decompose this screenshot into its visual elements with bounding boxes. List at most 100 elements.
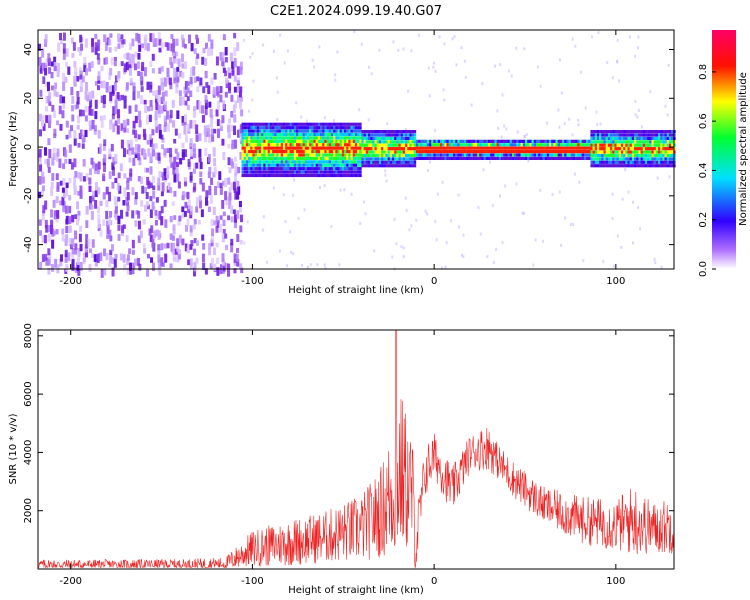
scatter-cell xyxy=(265,260,268,264)
signal-cell xyxy=(479,143,482,147)
noise-cell xyxy=(102,162,106,173)
signal-cell xyxy=(394,147,397,151)
signal-cell xyxy=(300,126,303,130)
noise-cell xyxy=(41,171,45,177)
signal-cell xyxy=(631,133,635,137)
noise-cell xyxy=(193,168,197,174)
noise-cell xyxy=(180,34,184,41)
signal-cell xyxy=(241,167,244,171)
noise-cell xyxy=(219,186,223,195)
signal-cell xyxy=(265,156,268,161)
signal-cell xyxy=(367,143,371,147)
signal-cell xyxy=(542,149,545,154)
signal-cell xyxy=(328,163,332,167)
signal-cell xyxy=(596,133,600,137)
noise-cell xyxy=(189,76,193,85)
signal-cell xyxy=(642,153,646,158)
signal-cell xyxy=(599,140,602,144)
colorbar-tick-label: 0.4 xyxy=(698,162,709,178)
signal-cell xyxy=(579,146,582,150)
noise-cell xyxy=(129,268,133,275)
signal-cell xyxy=(263,167,266,171)
noise-cell xyxy=(126,177,130,183)
signal-cell xyxy=(455,156,458,161)
noise-cell xyxy=(181,96,185,106)
signal-cell xyxy=(357,170,360,174)
signal-cell xyxy=(627,143,630,147)
signal-cell xyxy=(241,149,244,154)
noise-cell xyxy=(166,123,170,132)
signal-cell xyxy=(317,132,321,137)
signal-cell xyxy=(317,143,321,147)
signal-cell xyxy=(324,126,327,130)
signal-cell xyxy=(344,160,347,164)
signal-cell xyxy=(629,133,633,137)
signal-cell xyxy=(640,136,643,141)
signal-cell xyxy=(317,122,321,126)
scatter-cell xyxy=(612,264,615,268)
signal-cell xyxy=(280,173,284,178)
signal-cell xyxy=(361,129,364,134)
signal-cell xyxy=(466,149,469,154)
noise-cell xyxy=(160,257,164,267)
signal-cell xyxy=(363,143,367,147)
signal-cell xyxy=(400,150,404,154)
scatter-cell xyxy=(445,241,448,245)
signal-cell xyxy=(559,156,563,161)
noise-cell xyxy=(77,142,81,148)
signal-cell xyxy=(352,132,356,137)
noise-cell xyxy=(126,149,130,155)
noise-cell xyxy=(106,224,110,235)
noise-cell xyxy=(134,258,138,266)
noise-cell xyxy=(50,85,54,91)
noise-cell xyxy=(169,233,173,240)
noise-cell xyxy=(90,211,94,220)
noise-cell xyxy=(54,258,58,268)
noise-cell xyxy=(100,268,104,278)
signal-cell xyxy=(477,146,480,150)
noise-cell xyxy=(198,195,202,202)
scatter-cell xyxy=(353,30,356,34)
y-tick-label: 6000 xyxy=(23,381,34,406)
signal-cell xyxy=(627,147,630,151)
signal-cell xyxy=(636,140,639,144)
signal-cell xyxy=(559,149,563,154)
signal-cell xyxy=(317,139,321,143)
noise-cell xyxy=(128,42,132,51)
signal-cell xyxy=(289,136,292,140)
signal-cell xyxy=(662,153,665,158)
signal-cell xyxy=(296,163,299,167)
noise-cell xyxy=(79,48,83,56)
signal-cell xyxy=(280,136,284,140)
noise-cell xyxy=(149,138,153,147)
signal-cell xyxy=(562,146,565,150)
noise-cell xyxy=(230,182,234,189)
signal-cell xyxy=(411,140,415,144)
signal-cell xyxy=(296,132,299,137)
signal-cell xyxy=(381,153,384,158)
signal-cell xyxy=(363,164,367,168)
signal-cell xyxy=(668,147,672,151)
signal-cell xyxy=(631,129,635,134)
noise-cell xyxy=(105,57,109,65)
noise-cell xyxy=(122,224,126,230)
noise-cell xyxy=(71,52,75,58)
signal-cell xyxy=(405,147,408,151)
signal-cell xyxy=(631,147,635,151)
signal-cell xyxy=(372,140,375,144)
signal-cell xyxy=(282,163,286,167)
noise-cell xyxy=(112,106,116,116)
signal-cell xyxy=(601,160,604,164)
signal-cell xyxy=(490,143,493,147)
scatter-cell xyxy=(634,99,637,103)
noise-cell xyxy=(149,196,153,202)
signal-cell xyxy=(320,160,323,164)
noise-cell xyxy=(210,233,214,243)
signal-cell xyxy=(411,129,415,134)
signal-cell xyxy=(274,149,277,154)
signal-cell xyxy=(603,136,606,141)
signal-cell xyxy=(317,136,321,140)
scatter-cell xyxy=(261,43,264,47)
signal-cell xyxy=(304,163,308,167)
signal-cell xyxy=(293,122,297,126)
